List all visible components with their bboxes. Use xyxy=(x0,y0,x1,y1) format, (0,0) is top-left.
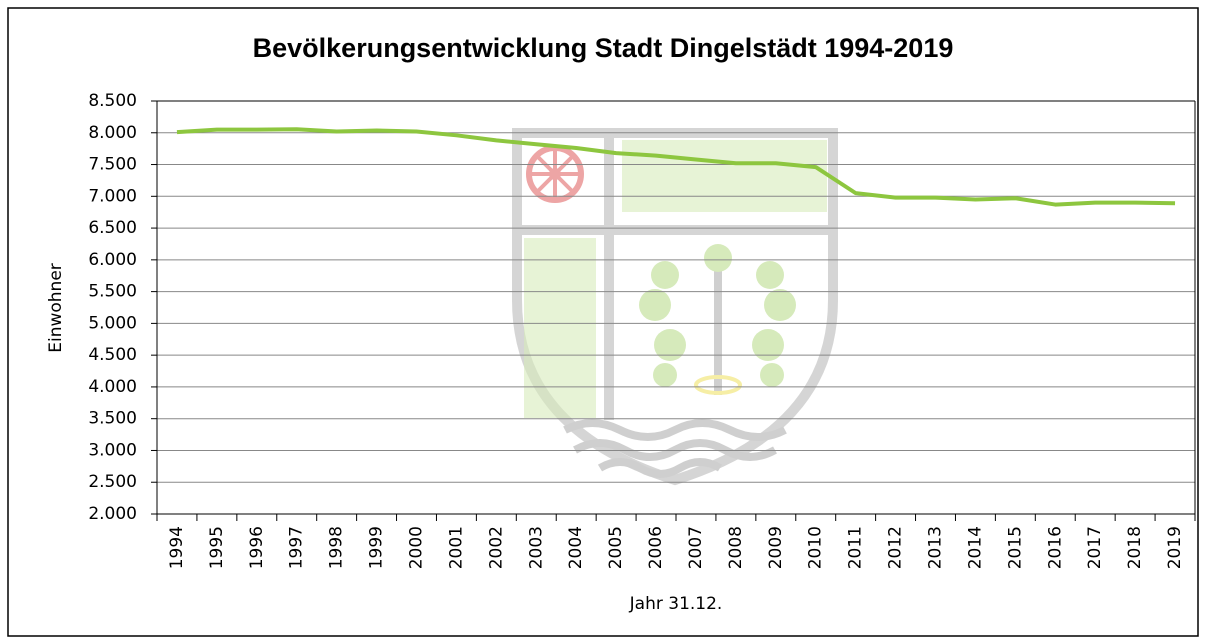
y-tick-label: 6.000 xyxy=(88,250,137,270)
x-tick-label: 2006 xyxy=(646,526,666,569)
x-tick-label: 1997 xyxy=(287,526,307,569)
x-tick-label: 2000 xyxy=(407,526,427,569)
y-tick-label: 3.000 xyxy=(88,440,137,460)
x-axis-title: Jahr 31.12. xyxy=(629,594,723,614)
data-line xyxy=(176,127,1176,207)
x-tick-label: 1999 xyxy=(367,526,387,569)
chart-title: Bevölkerungsentwicklung Stadt Dingelstäd… xyxy=(253,33,954,63)
x-tick-label: 2002 xyxy=(486,526,506,569)
watermark-coat-of-arms xyxy=(512,128,838,486)
y-tick-label: 2.500 xyxy=(88,472,137,492)
x-tick-label: 2012 xyxy=(886,526,906,569)
x-tick-label: 2005 xyxy=(606,526,626,569)
y-tick-label: 4.500 xyxy=(88,345,137,365)
y-tick-label: 6.500 xyxy=(88,218,137,238)
x-tick-label: 2011 xyxy=(846,526,866,569)
x-tick-label: 1994 xyxy=(167,526,187,569)
y-tick-label: 7.500 xyxy=(88,155,137,175)
y-tick-label: 2.000 xyxy=(88,504,137,524)
x-tick-label: 2019 xyxy=(1165,526,1185,569)
x-tick-label: 1998 xyxy=(327,526,347,569)
x-tick-label: 1996 xyxy=(247,526,267,569)
y-axis-title: Einwohner xyxy=(46,263,66,353)
y-tick-label: 5.500 xyxy=(88,282,137,302)
x-tick-label: 2015 xyxy=(1005,526,1025,569)
y-tick-label: 8.500 xyxy=(88,91,137,111)
x-tick-label: 2017 xyxy=(1085,526,1105,569)
y-tick-label: 7.000 xyxy=(88,186,137,206)
x-tick-label: 2008 xyxy=(726,526,746,569)
chart-frame xyxy=(7,7,1199,637)
x-tick-label: 2016 xyxy=(1045,526,1065,569)
x-tick-label: 2009 xyxy=(766,526,786,569)
y-tick-label: 8.000 xyxy=(88,123,137,143)
x-tick-label: 2010 xyxy=(806,526,826,569)
y-tick-label: 5.000 xyxy=(88,313,137,333)
x-tick-label: 2013 xyxy=(926,526,946,569)
x-tick-label: 2007 xyxy=(686,526,706,569)
y-tick-label: 3.500 xyxy=(88,409,137,429)
x-tick-label: 2004 xyxy=(566,526,586,569)
x-tick-label: 2001 xyxy=(446,526,466,569)
y-tick-label: 4.000 xyxy=(88,377,137,397)
x-tick-label: 1995 xyxy=(207,526,227,569)
x-tick-label: 2003 xyxy=(526,526,546,569)
x-tick-label: 2018 xyxy=(1125,526,1145,569)
x-tick-label: 2014 xyxy=(965,526,985,569)
